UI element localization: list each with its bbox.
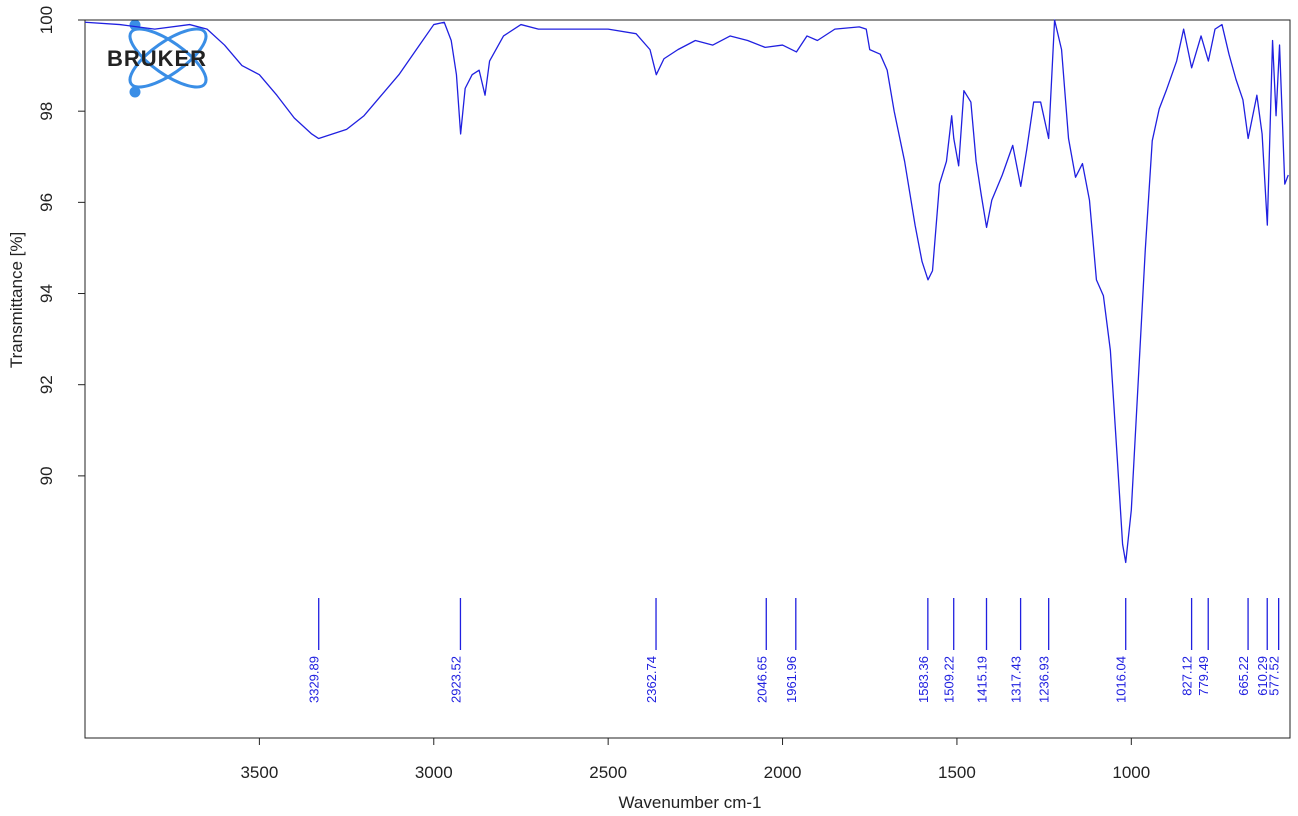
y-tick-label: 94 [37,284,56,303]
peak-label: 2046.65 [754,656,769,703]
peak-label: 3329.89 [307,656,322,703]
peak-label: 665.22 [1236,656,1251,696]
y-axis-title: Transmittance [%] [7,232,26,368]
logo-text: BRUKER [107,46,207,71]
peak-label: 1509.22 [942,656,957,703]
logo-orbit [128,27,208,89]
logo-dot [129,19,141,31]
y-tick-label: 98 [37,102,56,121]
x-tick-label: 2000 [764,763,802,782]
y-tick-label: 92 [37,375,56,394]
peak-label: 1236.93 [1037,656,1052,703]
peak-label: 1317.43 [1009,656,1024,703]
logo-dot [129,86,141,98]
x-axis-title: Wavenumber cm-1 [619,793,762,812]
peak-label: 1583.36 [916,656,931,703]
peak-label: 827.12 [1180,656,1195,696]
y-tick-label: 90 [37,466,56,485]
plot-frame [84,19,1291,739]
logo-icon [128,19,208,98]
peak-label: 2362.74 [644,656,659,703]
y-tick-label: 96 [37,193,56,212]
logo-orbit [128,27,208,89]
peak-label: 1415.19 [975,656,990,703]
peak-label: 1016.04 [1114,656,1129,703]
x-tick-label: 1000 [1112,763,1150,782]
peak-label: 610.29 [1255,656,1270,696]
y-tick-label: 100 [37,6,56,34]
x-tick-label: 3500 [240,763,278,782]
x-tick-label: 1500 [938,763,976,782]
x-tick-label: 3000 [415,763,453,782]
peak-label: 2923.52 [448,656,463,703]
x-tick-label: 2500 [589,763,627,782]
peak-label: 779.49 [1196,656,1211,696]
peak-label: 577.52 [1267,656,1282,696]
peak-label: 1961.96 [784,656,799,703]
spectrum-line [84,19,1289,564]
